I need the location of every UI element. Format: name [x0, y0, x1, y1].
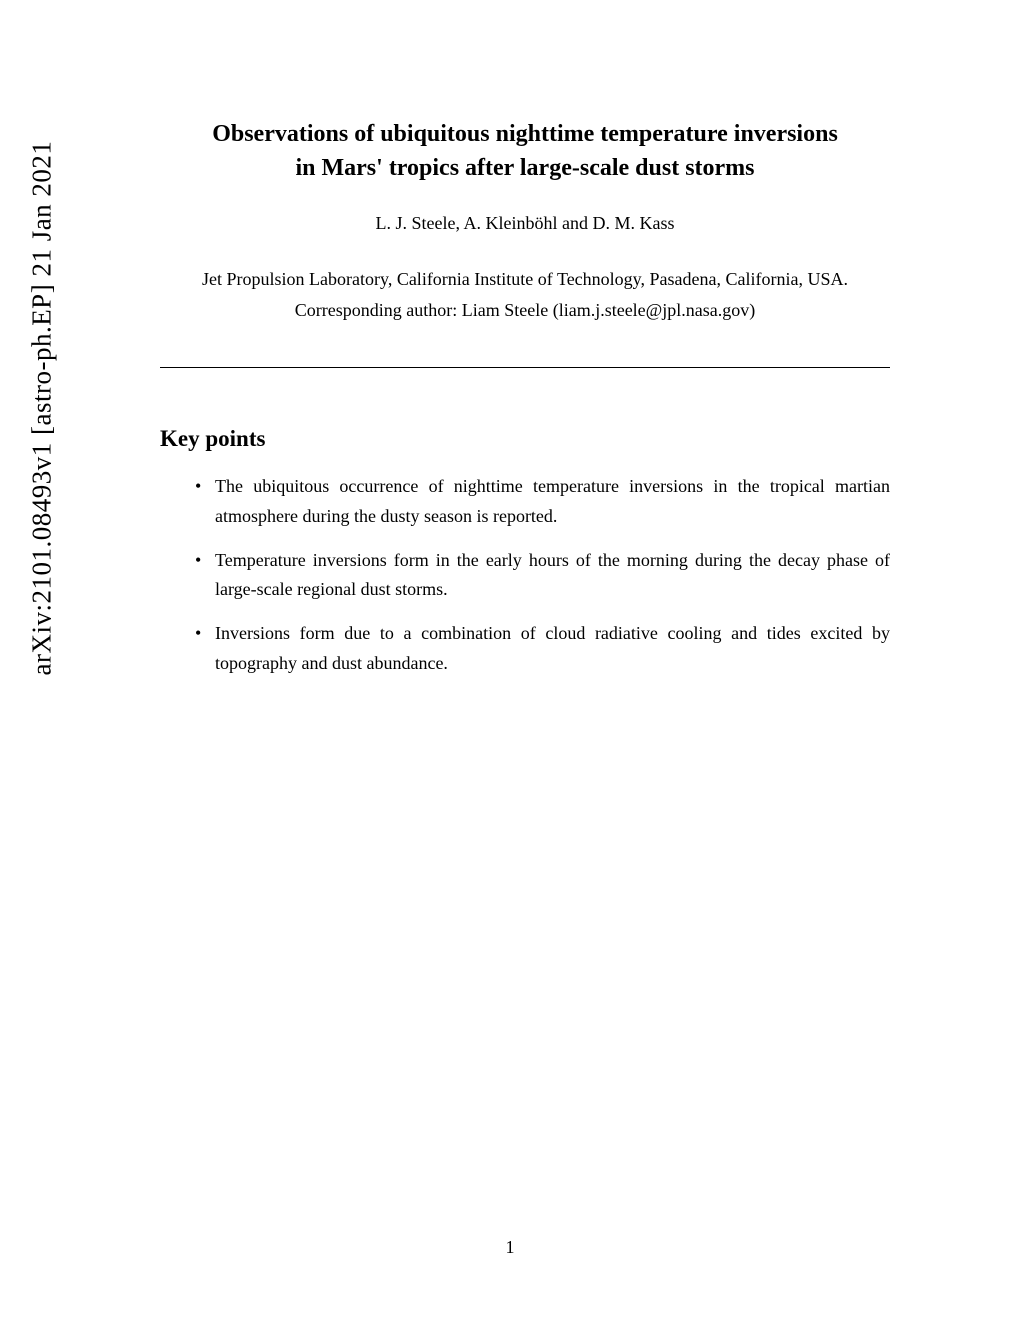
- key-points-heading: Key points: [160, 426, 890, 452]
- list-item: The ubiquitous occurrence of nighttime t…: [200, 472, 890, 531]
- affiliation-line-1: Jet Propulsion Laboratory, California In…: [202, 269, 848, 289]
- arxiv-identifier: arXiv:2101.08493v1 [astro-ph.EP] 21 Jan …: [27, 141, 58, 676]
- section-divider: [160, 367, 890, 368]
- title-line-2: in Mars' tropics after large-scale dust …: [295, 155, 754, 181]
- affiliation: Jet Propulsion Laboratory, California In…: [160, 264, 890, 325]
- key-points-list: The ubiquitous occurrence of nighttime t…: [160, 472, 890, 678]
- page-number: 1: [506, 1237, 515, 1258]
- main-content: Observations of ubiquitous nighttime tem…: [0, 0, 1020, 679]
- list-item: Inversions form due to a combination of …: [200, 619, 890, 678]
- title-line-1: Observations of ubiquitous nighttime tem…: [212, 121, 838, 147]
- paper-title: Observations of ubiquitous nighttime tem…: [160, 118, 890, 185]
- authors: L. J. Steele, A. Kleinböhl and D. M. Kas…: [160, 213, 890, 234]
- list-item: Temperature inversions form in the early…: [200, 546, 890, 605]
- affiliation-line-2: Corresponding author: Liam Steele (liam.…: [295, 300, 755, 320]
